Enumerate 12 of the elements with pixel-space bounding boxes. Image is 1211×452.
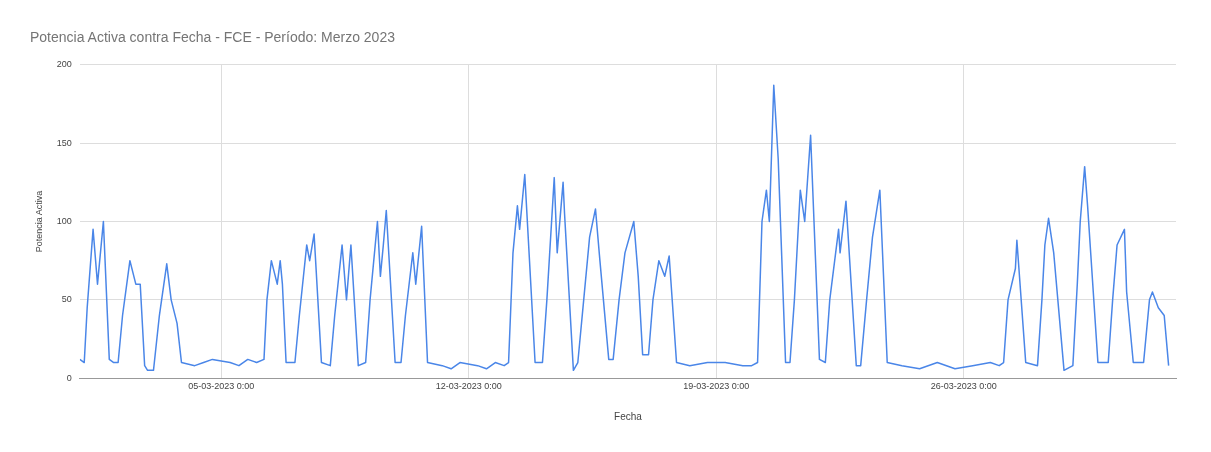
x-tick-label: 05-03-2023 0:00 — [188, 381, 255, 392]
y-tick-label: 200 — [56, 59, 72, 70]
y-tick-label: 0 — [66, 372, 72, 383]
x-tick-label: 26-03-2023 0:00 — [930, 381, 997, 392]
y-tick-label: 100 — [56, 215, 72, 226]
x-axis-title: Fecha — [614, 410, 643, 422]
y-tick-label: 50 — [61, 294, 72, 305]
chart-title: Potencia Activa contra Fecha - FCE - Período: Merzo 2023 — [30, 29, 396, 46]
y-axis-title: Potencia Activa — [33, 190, 44, 253]
y-tick-label: 150 — [56, 137, 72, 148]
x-tick-label: 19-03-2023 0:00 — [683, 381, 750, 392]
x-tick-label: 12-03-2023 0:00 — [435, 381, 502, 392]
